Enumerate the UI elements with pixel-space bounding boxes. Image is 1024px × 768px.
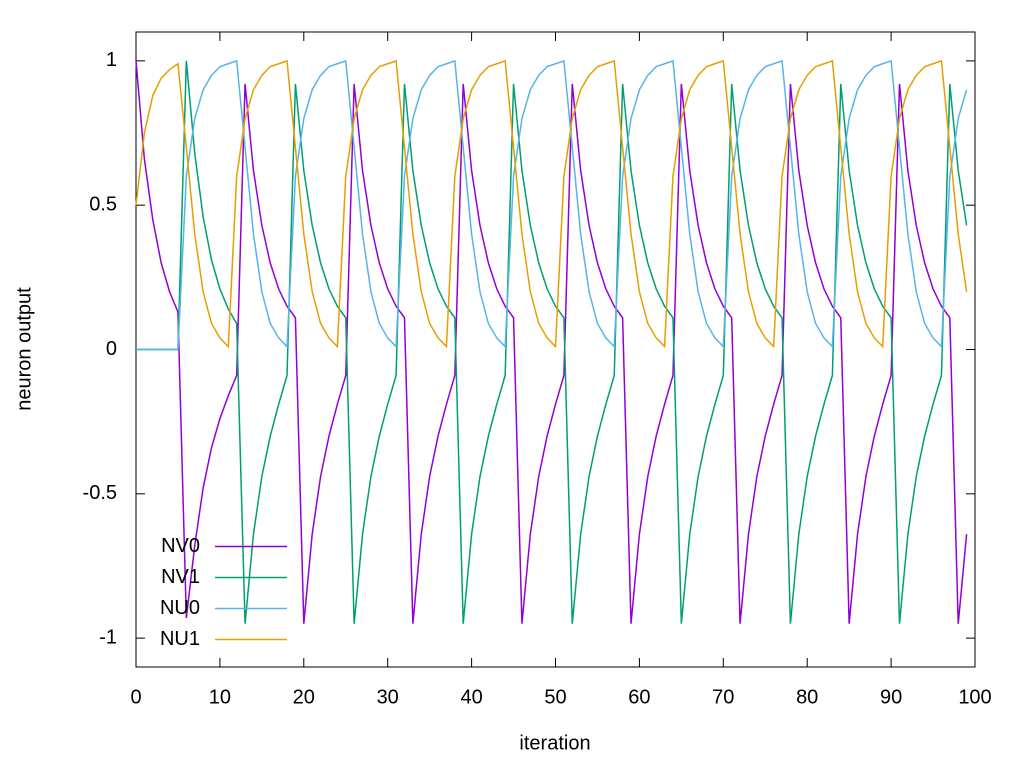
x-tick-label: 40 <box>460 686 482 708</box>
y-tick-label: -1 <box>99 626 117 648</box>
x-tick-label: 100 <box>958 686 991 708</box>
y-tick-label: -0.5 <box>83 482 117 504</box>
y-tick-label: 0 <box>106 338 117 360</box>
x-tick-label: 70 <box>712 686 734 708</box>
series-line <box>136 60 968 624</box>
series-line <box>136 59 968 351</box>
x-tick-label: 80 <box>796 686 818 708</box>
y-tick-label: 0.5 <box>89 193 117 215</box>
x-tick-label: 20 <box>293 686 315 708</box>
y-tick-label: 1 <box>106 49 117 71</box>
legend-label: NU0 <box>160 597 200 619</box>
legend-label: NU1 <box>160 628 200 650</box>
x-tick-label: 10 <box>209 686 231 708</box>
y-axis-label: neuron output <box>13 287 35 411</box>
x-tick-label: 60 <box>628 686 650 708</box>
plot-frame <box>135 31 976 668</box>
x-tick-label: 90 <box>880 686 902 708</box>
x-tick-label: 0 <box>130 686 141 708</box>
x-tick-label: 30 <box>377 686 399 708</box>
series-line <box>135 60 968 624</box>
legend-label: NV0 <box>161 535 200 557</box>
x-tick-label: 50 <box>544 686 566 708</box>
x-axis-label: iteration <box>519 732 590 754</box>
legend-label: NV1 <box>161 566 200 588</box>
series-line <box>135 59 968 349</box>
